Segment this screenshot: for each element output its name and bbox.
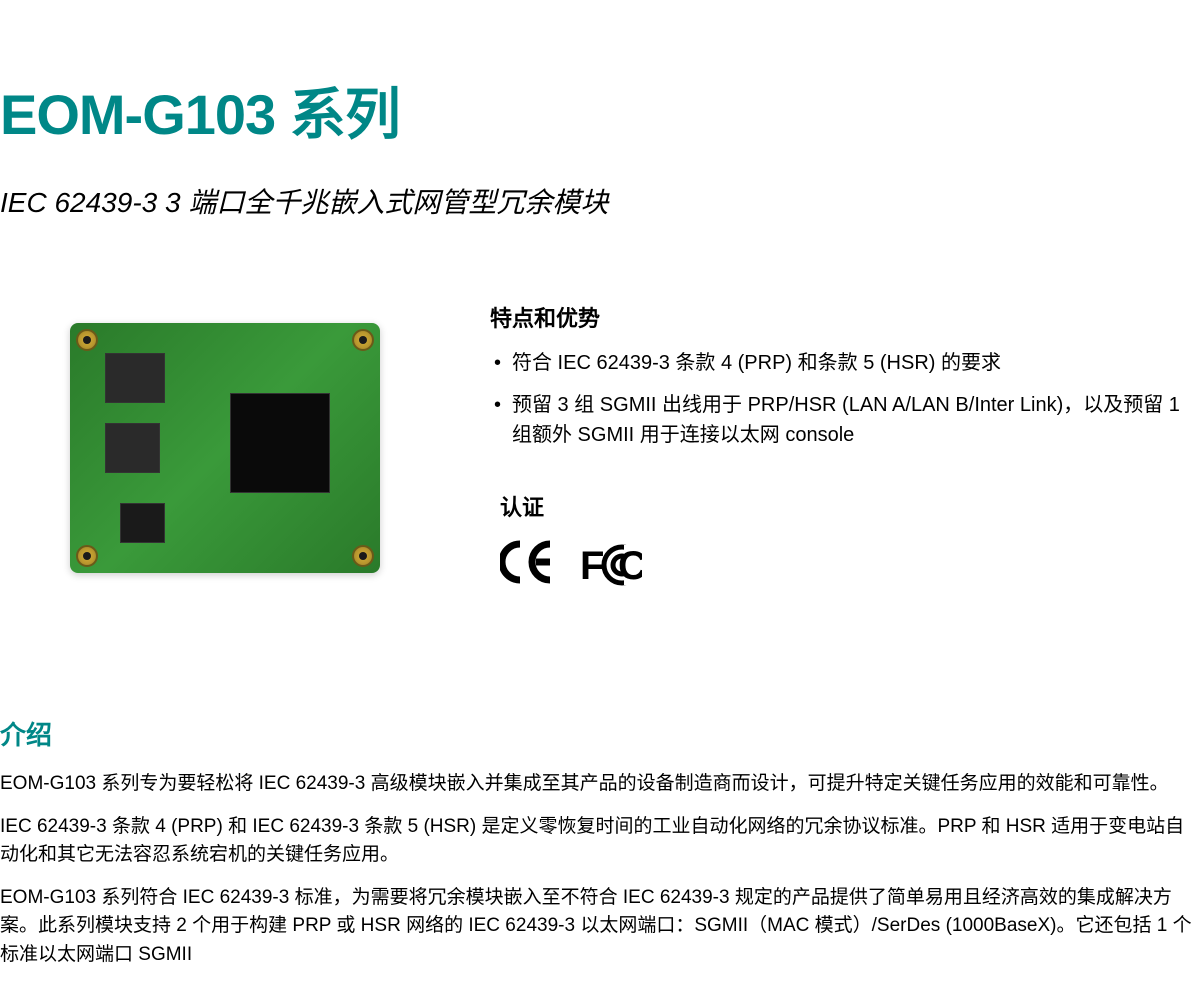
feature-item: 预留 3 组 SGMII 出线用于 PRP/HSR (LAN A/LAN B/I… bbox=[490, 390, 1200, 450]
svg-text:F: F bbox=[580, 544, 604, 587]
pcb-chip bbox=[230, 393, 330, 493]
fcc-mark-icon: F C bbox=[580, 543, 642, 592]
pcb-screw-hole bbox=[76, 545, 98, 567]
intro-paragraph: EOM-G103 系列专为要轻松将 IEC 62439-3 高级模块嵌入并集成至… bbox=[0, 770, 1200, 799]
top-section: 特点和优势 符合 IEC 62439-3 条款 4 (PRP) 和条款 5 (H… bbox=[0, 301, 1200, 595]
certification-icons: F C bbox=[500, 540, 1200, 595]
intro-heading: 介绍 bbox=[0, 715, 1200, 752]
pcb-screw-hole bbox=[76, 329, 98, 351]
features-title: 特点和优势 bbox=[490, 301, 1200, 333]
pcb-screw-hole bbox=[352, 329, 374, 351]
features-list: 符合 IEC 62439-3 条款 4 (PRP) 和条款 5 (HSR) 的要… bbox=[490, 348, 1200, 450]
pcb-chip bbox=[105, 423, 160, 473]
certifications-title: 认证 bbox=[500, 490, 1200, 522]
intro-paragraph: IEC 62439-3 条款 4 (PRP) 和 IEC 62439-3 条款 … bbox=[0, 813, 1200, 870]
pcb-screw-hole bbox=[352, 545, 374, 567]
intro-paragraph: EOM-G103 系列符合 IEC 62439-3 标准，为需要将冗余模块嵌入至… bbox=[0, 884, 1200, 970]
page-title: EOM-G103 系列 bbox=[0, 70, 1200, 151]
product-image-area bbox=[0, 301, 450, 595]
features-area: 特点和优势 符合 IEC 62439-3 条款 4 (PRP) 和条款 5 (H… bbox=[490, 301, 1200, 595]
svg-text:C: C bbox=[618, 544, 642, 587]
pcb-chip bbox=[105, 353, 165, 403]
feature-item: 符合 IEC 62439-3 条款 4 (PRP) 和条款 5 (HSR) 的要… bbox=[490, 348, 1200, 378]
page-subtitle: IEC 62439-3 3 端口全千兆嵌入式网管型冗余模块 bbox=[0, 181, 1200, 221]
pcb-chip bbox=[120, 503, 165, 543]
ce-mark-icon bbox=[500, 540, 560, 595]
product-pcb-image bbox=[70, 323, 380, 573]
